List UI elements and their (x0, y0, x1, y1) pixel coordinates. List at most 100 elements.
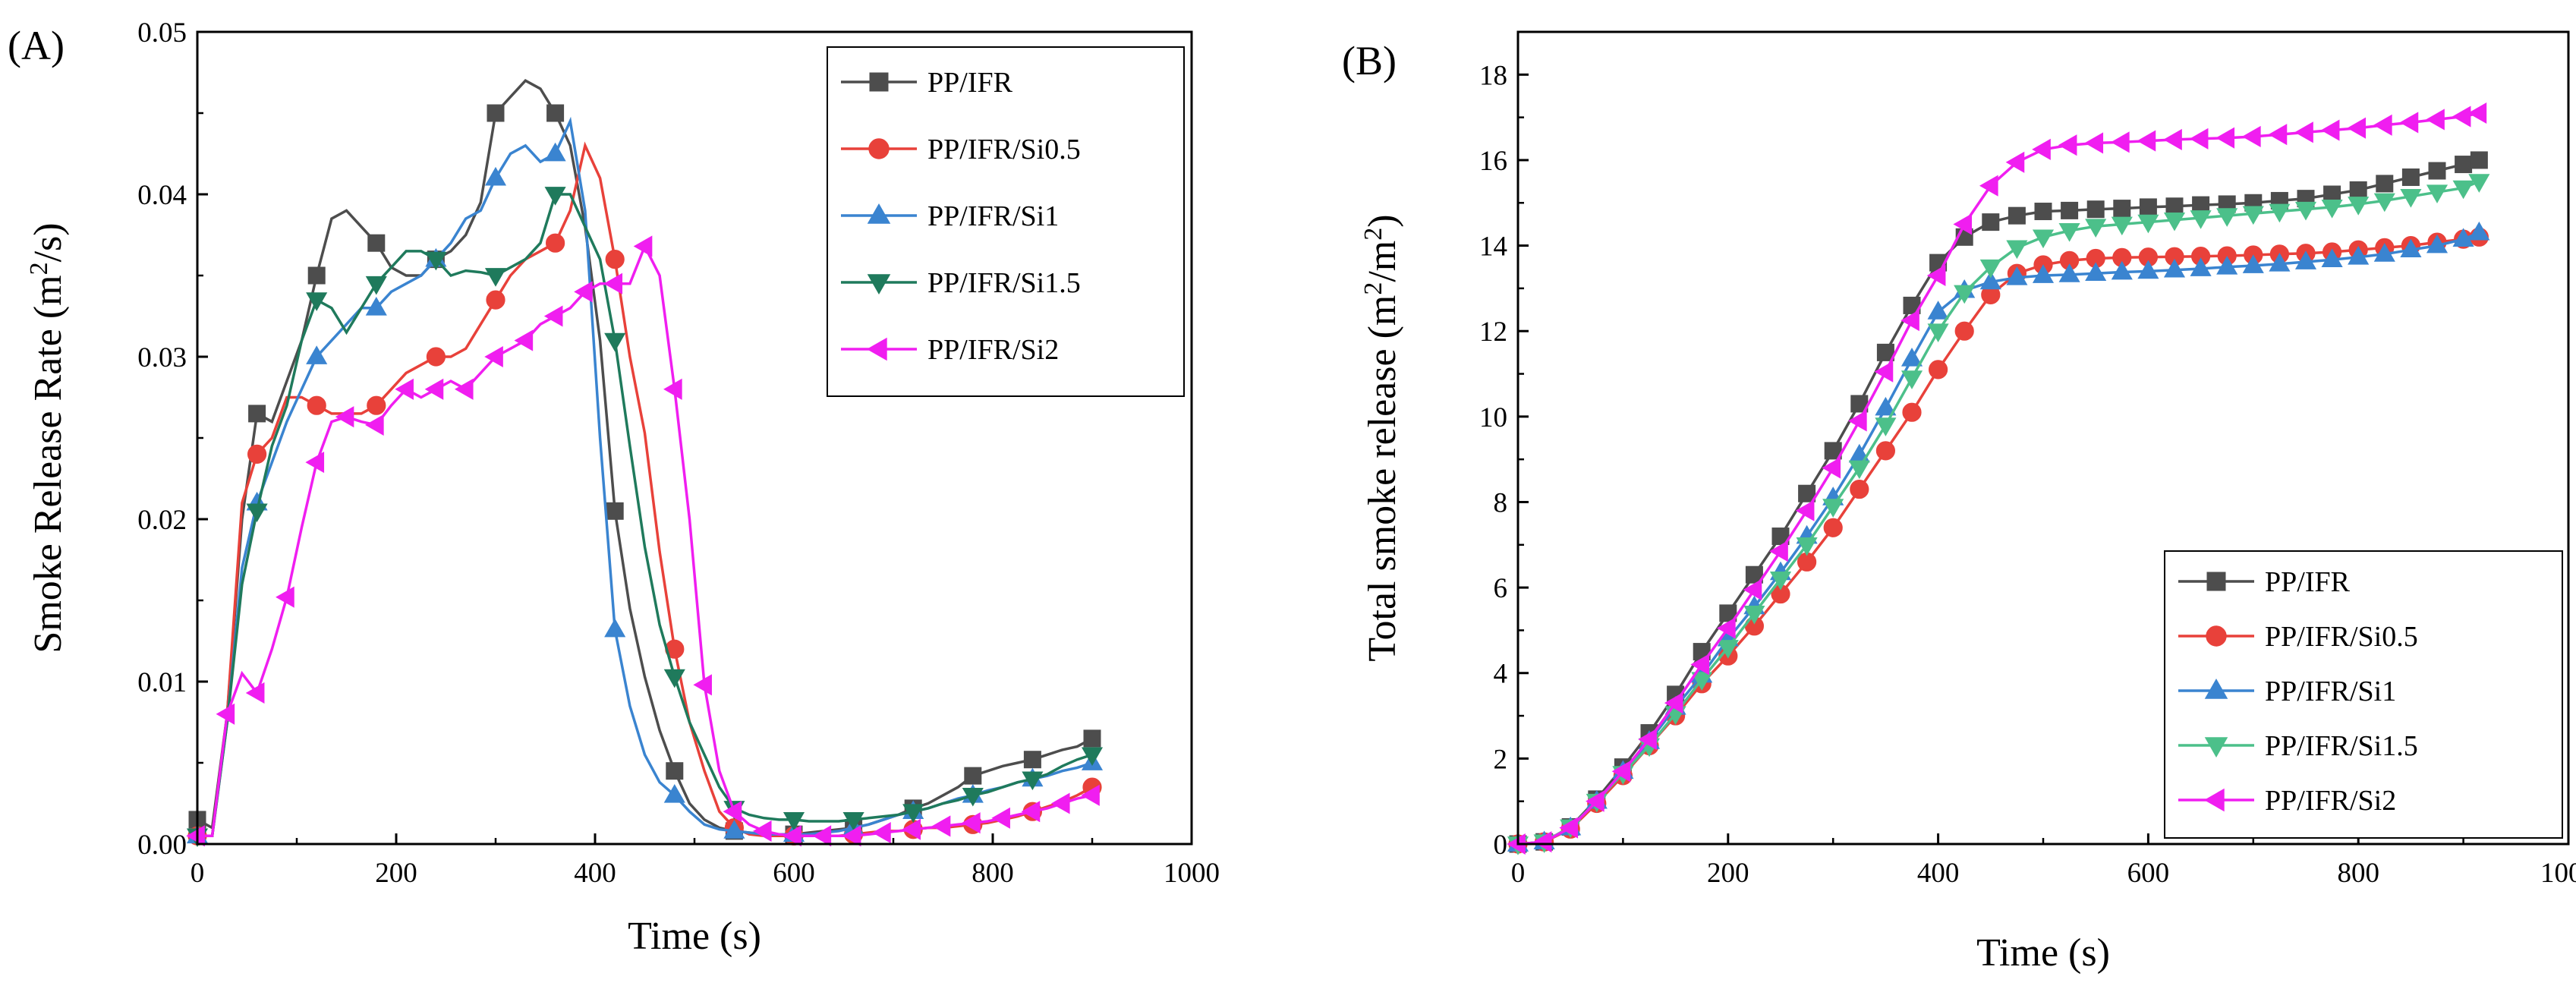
a-data-point (1050, 792, 1070, 814)
b-data-point (2034, 203, 2052, 221)
panel-b-y-axis-title-end: ) (1361, 214, 1404, 227)
b-data-point (1743, 606, 1765, 625)
a-legend-label: PP/IFR (927, 67, 1013, 99)
panel-b-y-axis-title-main: Total smoke release (m (1361, 295, 1404, 662)
b-data-point (2468, 221, 2490, 241)
b-data-point (1822, 457, 1841, 479)
b-legend-box (2164, 550, 2563, 839)
b-data-point (2452, 228, 2474, 247)
b-data-point (1743, 578, 1762, 600)
a-data-point (216, 703, 235, 725)
a-data-point (666, 762, 684, 780)
a-data-point (962, 812, 981, 834)
b-x-tick-label: 600 (2127, 858, 2170, 889)
b-data-point (1690, 654, 1710, 676)
a-data-point (186, 825, 205, 847)
b-data-point (2373, 243, 2395, 262)
a-y-tick-label: 0.04 (137, 180, 187, 211)
a-data-point (367, 395, 386, 415)
a-data-point (663, 784, 685, 803)
b-data-point (1927, 323, 1949, 342)
a-data-point (454, 378, 474, 400)
a-x-tick-label: 400 (574, 858, 616, 889)
b-y-tick-label: 16 (1479, 146, 1507, 177)
a-data-point (484, 166, 507, 186)
panel-a-y-axis-title-main: Smoke Release Rate (m (27, 275, 70, 653)
a-y-tick-label: 0.03 (137, 342, 187, 373)
b-x-tick-label: 400 (1917, 858, 1960, 889)
a-x-tick-label: 800 (972, 858, 1014, 889)
a-data-point (307, 266, 326, 285)
b-data-point (1823, 518, 1843, 537)
a-data-point (1081, 784, 1100, 806)
panel-b-legend: PP/IFR PP/IFR/Si0.5 PP/IFR/Si1 PP/IFR/Si1.5… (2164, 550, 2563, 839)
b-data-point (1798, 484, 1816, 502)
a-data-point (1083, 729, 1101, 748)
b-data-point (2084, 132, 2104, 154)
a-data-point (544, 142, 566, 162)
b-data-point (2426, 234, 2448, 254)
b-data-point (2163, 212, 2186, 232)
a-data-point (812, 825, 832, 847)
a-data-point (1023, 751, 1041, 769)
b-data-point (2086, 200, 2105, 219)
a-data-point (305, 452, 325, 474)
b-data-point (2467, 102, 2487, 124)
a-data-point (723, 801, 742, 823)
b-data-point (2111, 131, 2130, 153)
b-data-point (1586, 790, 1604, 812)
b-data-point (1902, 402, 1922, 422)
b-data-point (2426, 184, 2448, 203)
b-data-point (1982, 213, 2000, 232)
b-x-tick-label: 800 (2337, 858, 2379, 889)
b-data-point (2400, 188, 2422, 208)
a-data-point (335, 406, 354, 428)
b-y-tick-label: 12 (1479, 317, 1507, 348)
a-data-point (902, 818, 921, 840)
b-data-point (2190, 257, 2212, 276)
b-y-tick-label: 6 (1494, 573, 1508, 604)
a-data-point (367, 234, 386, 252)
b-data-point (2349, 181, 2367, 199)
b-legend-marker (2206, 625, 2227, 647)
a-data-point (752, 820, 772, 842)
a-y-tick-label: 0.02 (137, 505, 187, 536)
a-data-point (245, 682, 265, 704)
a-data-point (574, 281, 593, 303)
b-data-point (1979, 270, 2001, 290)
a-data-point (246, 503, 268, 523)
a-data-point (604, 618, 626, 638)
b-data-point (2113, 200, 2131, 218)
b-data-point (2139, 198, 2157, 216)
a-data-point (964, 767, 982, 785)
b-data-point (2269, 203, 2291, 223)
a-data-point (543, 305, 563, 327)
a-data-point (1081, 747, 1104, 767)
a-data-point (603, 272, 623, 294)
b-data-point (1901, 310, 1919, 332)
b-data-point (1611, 761, 1631, 783)
b-legend-label: PP/IFR/Si1.5 (2265, 730, 2418, 762)
b-data-point (2163, 128, 2182, 150)
panel-b-plot-frame (1516, 30, 2570, 846)
a-data-point (395, 378, 414, 400)
a-series-line-3 (197, 193, 1093, 838)
a-data-point (424, 378, 444, 400)
panel-a-y-axis-title-end: /s) (27, 222, 70, 262)
b-legend-marker (2204, 737, 2228, 758)
b-data-point (1717, 617, 1736, 639)
b-data-point (1638, 728, 1657, 751)
b-data-point (1796, 537, 1818, 556)
a-data-point (487, 104, 505, 122)
b-data-point (2401, 168, 2420, 186)
a-data-point (365, 276, 387, 295)
b-data-point (1850, 479, 1869, 499)
b-data-point (1954, 321, 1974, 341)
b-data-point (2242, 254, 2264, 273)
b-data-point (2348, 246, 2370, 265)
panel-b-y-axis-title: Total smoke release (m2/m2) (1359, 214, 1405, 661)
a-data-point (546, 233, 565, 253)
b-y-tick-label: 2 (1494, 744, 1508, 775)
b-data-point (1874, 361, 1894, 383)
b-data-point (2111, 216, 2133, 236)
